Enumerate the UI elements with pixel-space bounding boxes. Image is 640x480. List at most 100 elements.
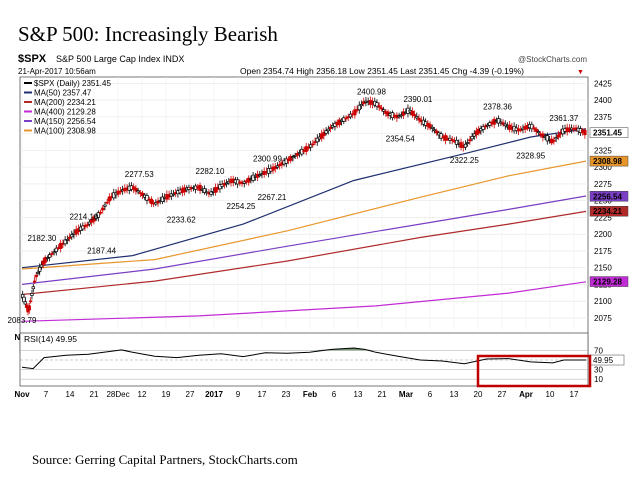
candle-body <box>63 239 67 245</box>
series-line-ma50 <box>21 128 587 269</box>
candle-body <box>412 114 417 117</box>
candle-body <box>198 184 202 191</box>
candle-body <box>359 104 364 107</box>
candle-body <box>81 225 85 230</box>
rsi-x-tick-label: 21 <box>378 390 387 399</box>
stock-chart: $SPX S&P 500 Large Cap Index INDX @Stock… <box>8 53 629 399</box>
candle-body <box>45 257 50 259</box>
y-tick-label: 2375 <box>594 113 612 122</box>
price-annotation: 2354.54 <box>386 135 415 144</box>
right-label-text: 2234.21 <box>593 207 622 216</box>
candle-body <box>519 129 523 131</box>
candle-body <box>224 182 229 185</box>
price-annotation: 2328.95 <box>516 152 545 161</box>
rsi-indicator: 1030507049.95 <box>20 346 625 384</box>
candle-body <box>116 190 120 195</box>
rsi-x-tick-label: 23 <box>282 390 291 399</box>
rsi-x-tick-label: 10 <box>546 390 555 399</box>
candle-body <box>149 198 154 204</box>
chart-date: 21-Apr-2017 10:56am <box>18 67 96 76</box>
candle-body <box>430 126 434 129</box>
rsi-x-tick-label: Apr <box>519 390 533 399</box>
rsi-x-tick-label: 27 <box>498 390 507 399</box>
moving-average-lines <box>21 128 587 322</box>
rsi-x-tick-label: 7 <box>44 390 49 399</box>
candle-body <box>583 129 587 136</box>
candle-body <box>415 116 419 119</box>
candle-body <box>30 293 34 296</box>
candle-body <box>83 225 87 228</box>
candle-body <box>375 102 379 107</box>
candle-body <box>353 109 357 116</box>
rsi-x-tick-label: 13 <box>354 390 363 399</box>
rsi-label: RSI(14) 49.95 <box>24 334 77 344</box>
rsi-x-tick-label: 13 <box>450 390 459 399</box>
candle-body <box>468 139 472 142</box>
price-annotation: 2400.98 <box>357 87 386 96</box>
legend-label: MA(100) 2308.98 <box>34 127 96 136</box>
price-panel <box>19 76 589 354</box>
price-annotation: 2254.25 <box>227 202 256 211</box>
candle-body <box>320 133 324 139</box>
y-tick-label: 2200 <box>594 230 612 239</box>
candle-body <box>545 135 549 142</box>
candle-body <box>295 153 300 156</box>
candle-body <box>556 134 561 138</box>
candle-body <box>401 111 406 116</box>
candle-body <box>92 216 96 222</box>
candle-body <box>304 146 308 152</box>
candle-body <box>328 126 333 129</box>
legend-label: MA(200) 2234.21 <box>34 98 96 107</box>
candle-body <box>311 143 315 146</box>
candle-body <box>532 127 536 130</box>
price-annotation: 2214.10 <box>69 213 98 222</box>
rsi-x-tick-label: 12 <box>138 390 147 399</box>
candle-body <box>105 201 109 204</box>
candle-body <box>28 300 33 303</box>
candle-body <box>501 122 505 125</box>
candle-body <box>43 257 47 263</box>
candle-body <box>481 126 485 130</box>
candle-body <box>65 239 69 241</box>
candle-body <box>536 131 541 134</box>
right-value-labels: 2351.45 2308.98 2256.54 2234.21 2129.28 <box>589 127 629 287</box>
right-label-text: 2351.45 <box>593 129 622 138</box>
right-label-text: 2129.28 <box>593 278 622 287</box>
candle-body <box>98 211 103 214</box>
right-label-box <box>589 276 629 287</box>
candle-body <box>145 195 149 201</box>
legend-label: MA(50) 2357.47 <box>34 89 92 98</box>
candle-body <box>171 193 176 196</box>
candle-body <box>59 242 63 249</box>
candle-body <box>454 139 459 145</box>
candle-body <box>213 187 218 193</box>
rsi-x-tick-label: 14 <box>66 390 75 399</box>
candle-body <box>348 113 353 118</box>
candle-body <box>381 109 386 112</box>
candle-body <box>466 142 470 144</box>
candle-body <box>306 146 311 149</box>
candle-body <box>541 133 545 138</box>
candle-body <box>410 110 415 116</box>
chart-index-name: S&P 500 Large Cap Index INDX <box>56 54 184 64</box>
candle-body <box>23 301 27 305</box>
candle-body <box>118 190 123 193</box>
candlesticks <box>21 96 587 316</box>
rsi-x-tick-label: 20 <box>474 390 483 399</box>
candle-body <box>417 117 421 121</box>
candle-body <box>503 123 507 127</box>
legend-label: MA(400) 2129.28 <box>34 108 96 117</box>
y-tick-label: 2225 <box>594 213 612 222</box>
price-annotation: 2277.53 <box>125 170 154 179</box>
candle-body <box>242 181 246 184</box>
rsi-tick-label: 10 <box>594 375 603 384</box>
candle-body <box>477 128 481 134</box>
y-tick-label: 2100 <box>594 297 612 306</box>
right-label-text: 2256.54 <box>593 192 622 201</box>
candle-body <box>47 254 52 258</box>
candle-body <box>205 191 209 194</box>
right-label-text: 2308.98 <box>593 157 622 166</box>
price-annotation: 2282.10 <box>196 167 225 176</box>
candle-body <box>22 296 26 303</box>
rsi-x-tick-label: 28Dec <box>106 390 129 399</box>
